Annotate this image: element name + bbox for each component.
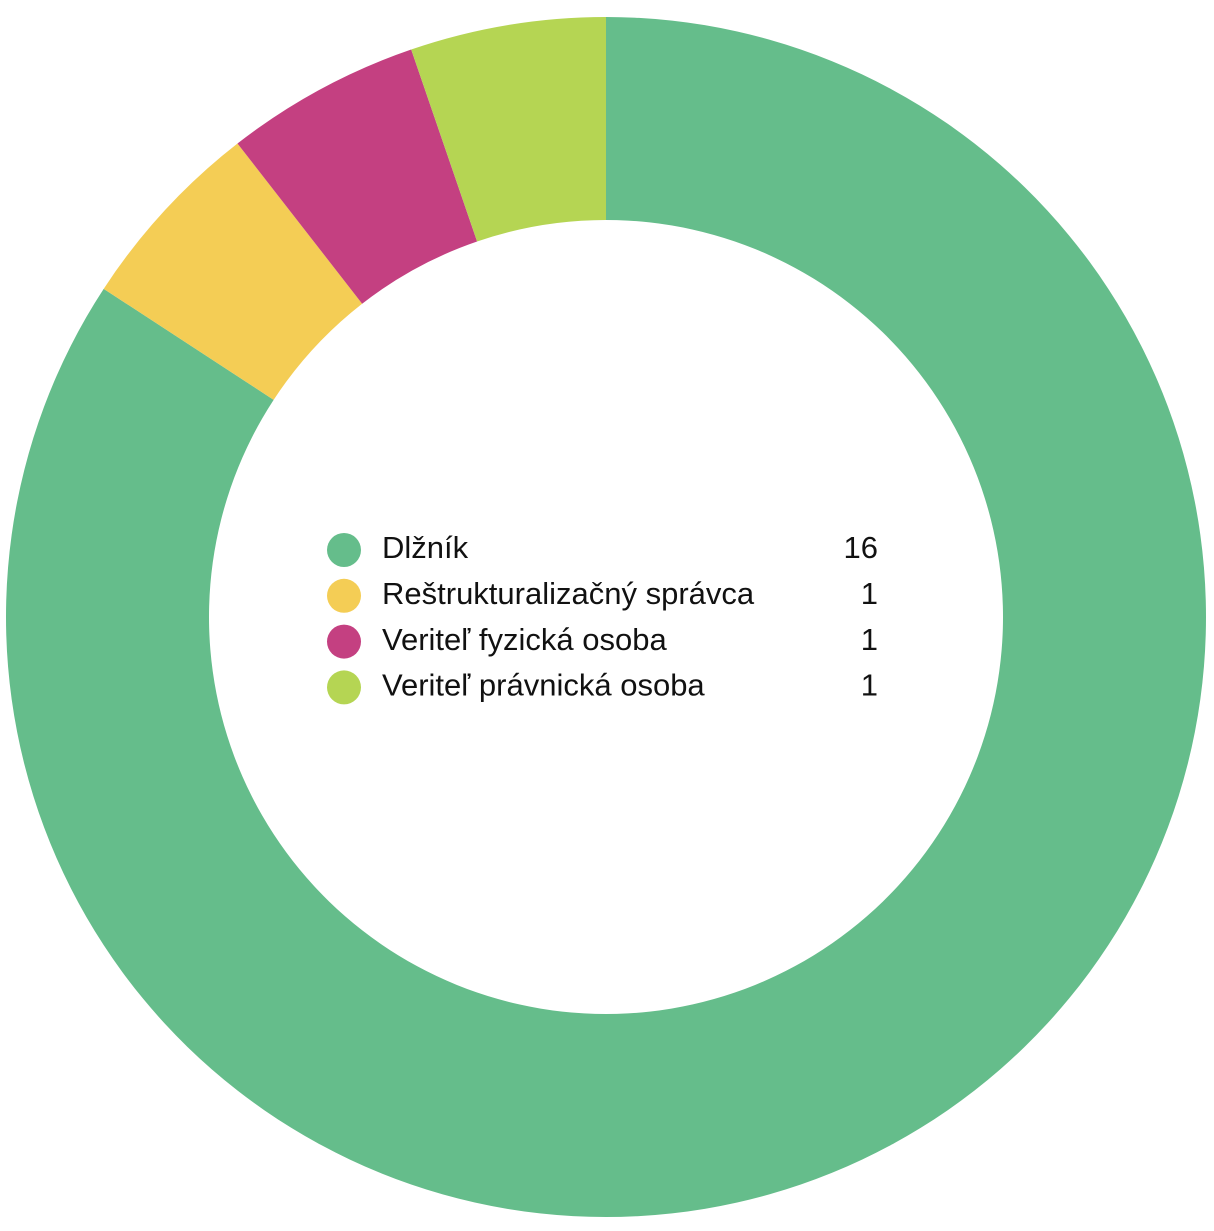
legend-value: 16 (844, 530, 878, 565)
legend-marker (327, 533, 361, 567)
donut-segment (237, 49, 478, 304)
legend-label: Dlžník (382, 530, 469, 565)
legend-value: 1 (861, 576, 878, 611)
legend-value: 1 (861, 622, 878, 657)
donut-segment (411, 17, 606, 242)
legend-marker (327, 578, 361, 613)
legend-label: Reštrukturalizačný správca (382, 576, 755, 611)
donut-segment (6, 17, 1207, 1217)
legend-marker (327, 624, 361, 659)
legend-marker (327, 670, 361, 705)
donut-segment (103, 143, 363, 400)
legend-label: Veriteľ právnická osoba (382, 668, 705, 703)
legend-value: 1 (861, 668, 878, 703)
legend-label: Veriteľ fyzická osoba (382, 622, 667, 657)
